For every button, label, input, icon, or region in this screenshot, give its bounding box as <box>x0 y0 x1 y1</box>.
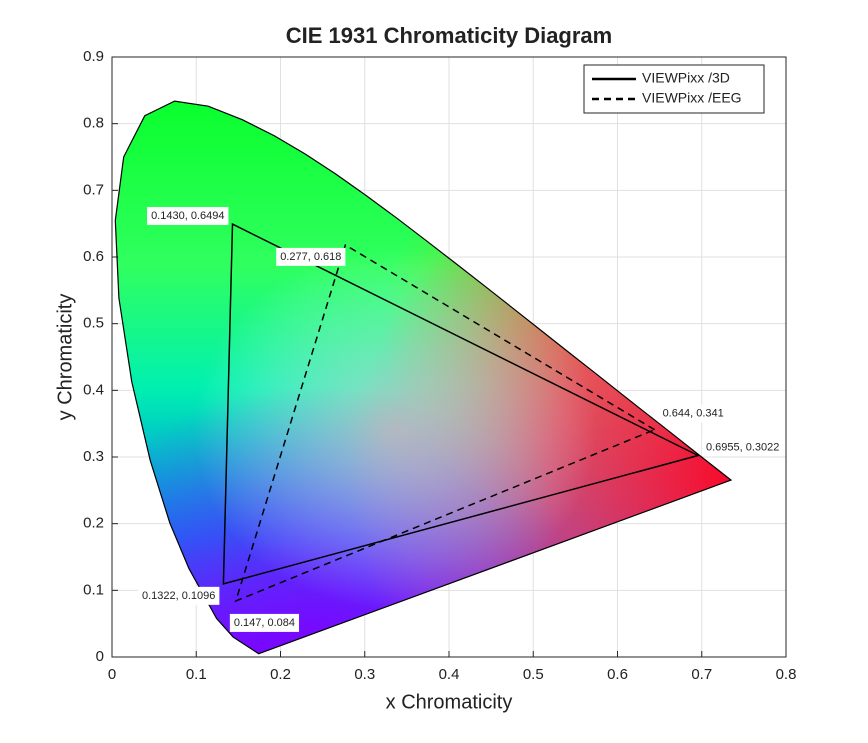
x-tick-label: 0.1 <box>186 666 207 683</box>
x-tick-label: 0 <box>108 666 116 683</box>
y-tick-label: 0.7 <box>83 181 104 198</box>
data-label-group: 0.1322, 0.1096 <box>137 586 220 605</box>
y-tick-label: 0.5 <box>83 315 104 332</box>
data-label-group: 0.147, 0.084 <box>229 613 300 632</box>
y-tick-label: 0.4 <box>83 381 104 398</box>
y-tick-label: 0.2 <box>83 515 104 532</box>
y-tick-label: 0 <box>96 648 104 665</box>
data-label: 0.147, 0.084 <box>234 617 295 629</box>
x-tick-label: 0.5 <box>523 666 544 683</box>
gamut-triangle <box>234 243 657 603</box>
chart-title: CIE 1931 Chromaticity Diagram <box>286 23 612 48</box>
legend: VIEWPixx /3D VIEWPixx /EEG <box>583 64 765 114</box>
data-label-group: 0.644, 0.341 <box>658 404 728 423</box>
legend-label: VIEWPixx /EEG <box>642 90 742 106</box>
data-label-bg <box>658 404 728 423</box>
data-label-bg <box>137 586 220 605</box>
data-label: 0.1322, 0.1096 <box>142 590 215 602</box>
y-tick-label: 0.1 <box>83 581 104 598</box>
data-label: 0.1430, 0.6494 <box>151 210 224 222</box>
data-label-group: 0.277, 0.618 <box>276 247 346 266</box>
spectral-locus <box>114 100 733 655</box>
x-tick-label: 0.6 <box>607 666 628 683</box>
y-tick-label: 0.3 <box>83 448 104 465</box>
gamut-triangle <box>222 222 701 585</box>
axes-box <box>111 56 787 658</box>
data-label-group: 0.1430, 0.6494 <box>147 206 229 225</box>
x-tick-label: 0.3 <box>354 666 375 683</box>
data-label-bg <box>276 247 346 266</box>
data-label: 0.277, 0.618 <box>280 251 341 263</box>
legend-label: VIEWPixx /3D <box>642 70 730 86</box>
x-tick-label: 0.8 <box>776 666 797 683</box>
data-label-bg <box>229 613 300 632</box>
y-axis-label: y Chromaticity <box>54 294 76 421</box>
x-tick-label: 0.4 <box>439 666 460 683</box>
x-tick-label: 0.7 <box>691 666 712 683</box>
data-label-bg <box>147 206 229 225</box>
x-axis-label: x Chromaticity <box>386 691 513 713</box>
data-label-group: 0.6955, 0.3022 <box>701 438 784 457</box>
y-tick-label: 0.9 <box>83 48 104 65</box>
data-label-bg <box>701 438 784 457</box>
legend-box <box>583 64 765 114</box>
y-tick-label: 0.8 <box>83 115 104 132</box>
data-label: 0.6955, 0.3022 <box>706 441 779 453</box>
x-tick-label: 0.2 <box>270 666 291 683</box>
data-label: 0.644, 0.341 <box>663 408 724 420</box>
y-tick-label: 0.6 <box>83 248 104 265</box>
